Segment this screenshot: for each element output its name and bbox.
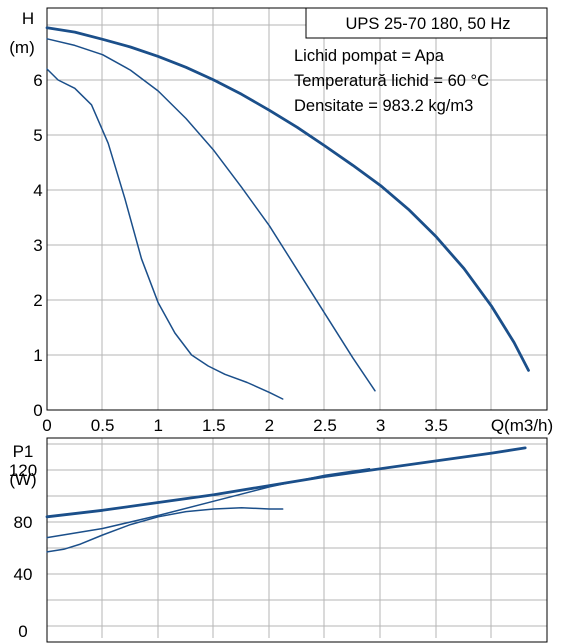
info-line-density: Densitate = 983.2 kg/m3 [294,97,473,115]
head-curve-2 [46,38,376,392]
power-grid [47,438,547,638]
head-axis-label-line2: (m) [9,38,34,57]
head-y-tick-label: 5 [33,126,42,145]
head-y-tick-label: 4 [33,181,42,200]
x-tick-label: 2.5 [313,416,337,435]
info-line-fluid: Lichid pompat = Apa [294,47,445,65]
x-tick-labels: 0 0.5 1 1.5 2 2.5 3 3.5 [42,416,448,435]
head-axis-label-line1: H [22,9,34,28]
info-box: UPS 25-70 180, 50 Hz Lichid pompat = Apa… [294,7,548,115]
x-tick-label: 3.5 [424,416,448,435]
head-curve-3 [46,68,284,400]
head-y-tick-labels: 0 1 2 3 4 5 6 [33,71,42,420]
info-line-temperature: Temperatură lichid = 60 °C [294,72,489,90]
head-curves [45,26,530,400]
power-y-tick-label: 80 [14,513,33,532]
head-y-tick-label: 0 [33,401,42,420]
power-y-tick-label: 120 [9,461,37,480]
x-tick-label: 1 [153,416,162,435]
head-y-tick-label: 6 [33,71,42,90]
head-curve-1 [45,26,530,372]
power-curve-3 [46,506,284,553]
power-y-tick-label: 40 [14,565,33,584]
power-plot-frame [46,437,548,643]
power-curve-2 [46,467,371,539]
info-box-title-frame [305,7,548,39]
power-curves [45,446,527,553]
head-y-tick-label: 2 [33,291,42,310]
x-tick-label: 0 [42,416,51,435]
head-grid [47,8,547,410]
info-box-title: UPS 25-70 180, 50 Hz [345,15,510,33]
head-plot-frame [46,7,548,411]
power-axis-label-line2: (W) [9,470,36,489]
power-chart: P1 (W) 0 40 80 120 [9,437,548,643]
head-y-tick-label: 1 [33,346,42,365]
x-tick-label: 0.5 [91,416,115,435]
power-y-tick-label: 0 [18,622,27,641]
x-tick-label: 1.5 [202,416,226,435]
head-chart: UPS 25-70 180, 50 Hz Lichid pompat = Apa… [9,7,553,435]
x-tick-label: 2 [265,416,274,435]
head-y-tick-label: 3 [33,236,42,255]
power-y-tick-labels: 0 40 80 120 [9,461,37,641]
x-tick-label: 3 [376,416,385,435]
power-curve-1 [45,446,527,519]
x-axis-label: Q(m3/h) [491,416,553,435]
power-axis-label-line1: P1 [13,442,34,461]
